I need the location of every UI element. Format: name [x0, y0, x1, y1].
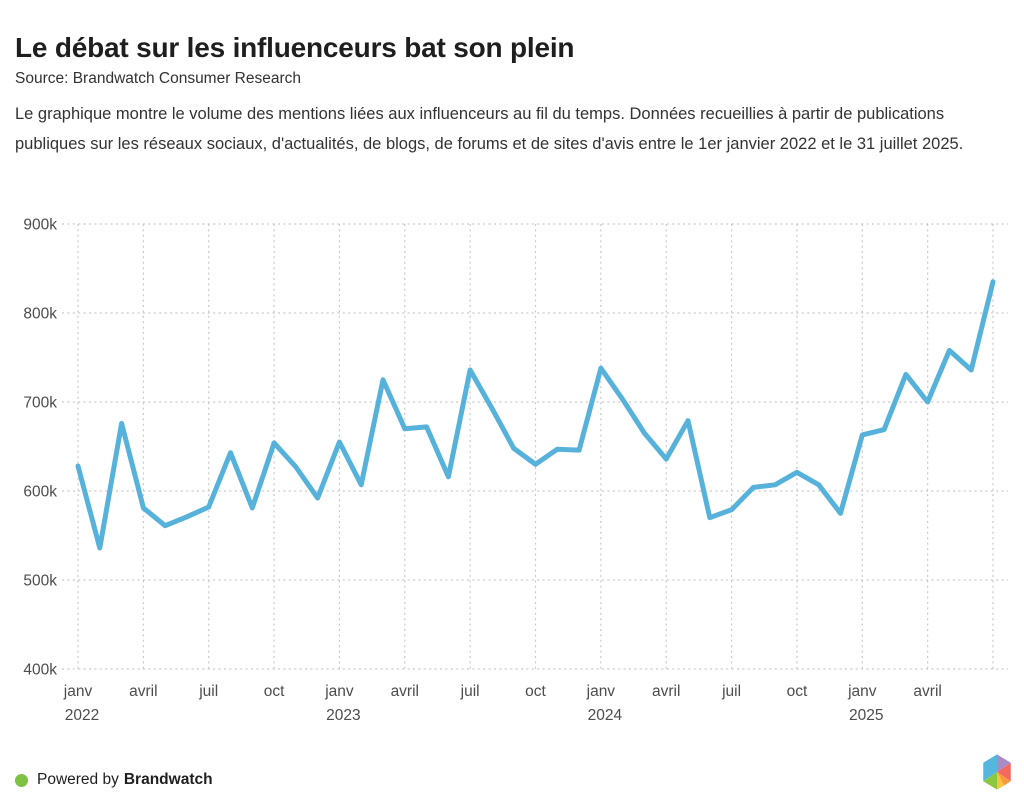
x-axis-tick-label: oct — [787, 683, 808, 700]
brandwatch-dot-icon — [15, 773, 28, 787]
brandwatch-wordmark: Brandwatch — [123, 771, 213, 788]
volume-mentions-line — [75, 279, 996, 551]
x-axis-tick-label: janv — [847, 683, 877, 700]
x-axis-tick-label: janv — [63, 683, 93, 700]
mentions-line-chart: 400k 500k 600k 700k 800k 900k janv 2022 avril jui… — [23, 217, 1008, 724]
logo-facet-yellow — [997, 772, 1005, 790]
x-axis-tick-label: avril — [652, 683, 680, 700]
x-axis-year-label: 2024 — [588, 707, 623, 724]
y-axis-tick-label: 700k — [23, 395, 57, 412]
x-axis-year-label: 2023 — [326, 707, 360, 724]
x-axis-year-label: 2025 — [849, 707, 883, 724]
y-axis-tick-label: 400k — [23, 662, 57, 679]
chart-description: Le graphique montre le volume des mentio… — [15, 105, 964, 153]
page-title: Le débat sur les influenceurs bat son pl… — [15, 31, 575, 63]
x-axis-tick-label: janv — [324, 683, 354, 700]
brandwatch-logo-icon — [983, 754, 1011, 790]
x-axis-year-label: 2022 — [65, 707, 99, 724]
y-axis-tick-label: 800k — [23, 306, 57, 323]
x-axis-tick-label: oct — [264, 683, 285, 700]
y-axis-tick-label: 600k — [23, 484, 57, 501]
x-axis-tick-label: avril — [129, 683, 157, 700]
x-axis-tick-label: janv — [586, 683, 616, 700]
x-axis-tick-label: juil — [198, 683, 218, 700]
x-axis-tick-label: avril — [913, 683, 941, 700]
logo-facet-purple — [997, 754, 1011, 772]
logo-facet-blue — [983, 754, 997, 782]
y-axis-tick-label: 500k — [23, 573, 57, 590]
x-axis-tick-label: avril — [391, 683, 419, 700]
powered-by-footer: Powered by Brandwatch — [15, 765, 213, 795]
x-axis-tick-label: juil — [721, 683, 741, 700]
logo-facet-green — [983, 772, 997, 790]
source-line: Source: Brandwatch Consumer Research — [15, 70, 302, 87]
logo-facet-orange — [997, 772, 1011, 786]
logo-facet-red — [997, 762, 1011, 782]
x-axis-tick-label: juil — [460, 683, 480, 700]
x-axis-tick-label: oct — [525, 683, 546, 700]
powered-by-text: Powered by — [37, 771, 119, 788]
y-axis-tick-label: 900k — [23, 217, 57, 234]
